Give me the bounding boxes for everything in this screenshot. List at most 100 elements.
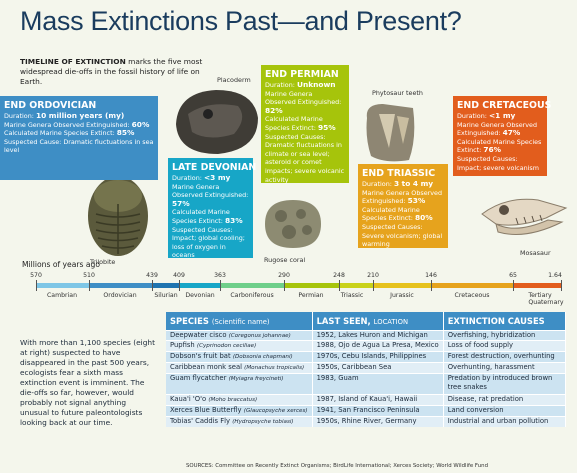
cause-value: Dramatic fluctuations in sea level [4,137,154,155]
duration-label: Duration: [265,81,297,89]
intro-text: TIMELINE OF EXTINCTION marks the five mo… [20,57,215,87]
genera-value: 60% [131,119,150,129]
trilobite-image [88,176,148,256]
tick-mark [561,280,562,291]
cause-cell: Loss of food supply [443,340,567,352]
tick-label: 409 [173,272,185,279]
species-cell: Kaua'i 'O'o (Moho braccatus) [166,394,313,406]
period-label: Permian [298,292,324,299]
extinction-box-end-triassic: END TRIASSIC Duration: 3 to 4 my Marine … [358,164,448,248]
cause-cell: Overhunting, harassment [443,362,567,374]
tick-label: 290 [278,272,290,279]
species-extinct-value: 85% [116,128,135,138]
period-label: Devonian [185,292,215,299]
tick-mark [36,280,37,291]
last-seen-cell: 1952, Lakes Huron and Michigan [312,329,444,341]
last-seen-cell: 1988, Ojo de Agua La Presa, Mexico [312,340,444,352]
genera-label: Marine Genera Observed Extinguished: [172,182,249,200]
table-row: Xerces Blue Butterfly (Glaucopsyche xerc… [166,404,567,417]
cause-label: Suspected Causes: [172,225,233,234]
cause-label: Suspected Causes: [457,154,518,163]
timeline-segment [179,283,220,288]
species-cell: Guam flycatcher (Myiagra freycineti) [166,373,313,395]
side-paragraph: With more than 1,100 species (eight at r… [20,338,155,427]
cause-value: Impact; global cooling; loss of oxygen i… [172,234,245,260]
tick-mark [339,280,340,291]
header-extinction-causes: EXTINCTION CAUSES [443,312,567,330]
timeline-bar [36,283,562,288]
period-label: Jurassic [390,292,414,299]
page-title: Mass Extinctions Past—and Present? [20,6,462,36]
timeline-segment [431,283,513,288]
header-species: SPECIES (Scientific name) [166,312,313,330]
species-table: SPECIES (Scientific name) LAST SEEN, LOC… [166,312,567,428]
table-header-row: SPECIES (Scientific name) LAST SEEN, LOC… [166,312,567,330]
extinction-box-late-devonian: LATE DEVONIAN Duration: <3 my Marine Gen… [168,158,257,260]
phytosaur-teeth-image [366,104,415,162]
last-seen-cell: 1950s, Rhine River, Germany [312,415,444,428]
table-row: Dobson's fruit bat (Dobsonia chapmani) 1… [166,351,567,363]
timeline-segment [36,283,89,288]
tick-label: 439 [146,272,158,279]
cause-cell: Forest destruction, overhunting [443,351,567,363]
cause-label: Suspected Causes: [265,132,326,141]
species-cell: Caribbean monk seal (Monachus tropicalis… [166,362,313,374]
genera-label: Marine Genera Observed Extinguished: [457,120,538,138]
tick-label: 363 [214,272,226,279]
tick-label: 210 [367,272,379,279]
timeline-segment [284,283,339,288]
period-label: Carboniferous [230,292,274,299]
tick-label: 65 [509,272,517,279]
extinction-name: LATE DEVONIAN [172,162,257,173]
species-extinct-value: 95% [317,122,336,132]
duration-value: 10 million years (my) [35,111,125,120]
species-extinct-value: 76% [483,145,502,155]
extinction-box-end-permian: END PERMIAN Duration: Unknown Marine Gen… [261,65,349,184]
last-seen-cell: 1987, Island of Kaua'i, Hawaii [312,394,444,406]
species-cell: Xerces Blue Butterfly (Glaucopsyche xerc… [166,404,313,417]
period-label: Tertiary [528,292,552,299]
sources-note: SOURCES: Committee on Recently Extinct O… [186,463,488,469]
period-label: Quaternary [528,299,564,306]
species-cell: Pupfish (Cyprinodon ceciliae) [166,340,313,352]
species-extinct-value: 80% [414,213,433,223]
genera-label: Marine Genera Observed Extinguished: [362,188,443,206]
period-label: Cambrian [46,292,78,299]
cause-cell: Land conversion [443,404,567,417]
timeline-unit-label: Millions of years ago [22,260,100,269]
rugose-coral-label: Rugose coral [264,256,306,264]
rugose-coral-image [265,200,321,248]
extinction-name: END ORDOVICIAN [4,100,97,111]
extinction-name: END PERMIAN [265,69,339,80]
tick-mark [513,280,514,291]
period-label: Cretaceous [454,292,490,299]
species-extinct-label: Calculated Marine Species Extinct: [362,205,420,223]
duration-label: Duration: [172,174,204,182]
duration-label: Duration: [362,180,394,188]
cause-cell: Disease, rat predation [443,394,567,406]
genera-value: 57% [172,198,190,208]
duration-value: <1 my [488,111,516,120]
tick-label: 510 [83,272,95,279]
placoderm-image [176,90,258,154]
last-seen-cell: 1983, Guam [312,373,444,395]
mosasaur-label: Mosasaur [520,249,551,257]
table-row: Caribbean monk seal (Monachus tropicalis… [166,362,567,374]
species-extinct-label: Calculated Marine Species Extinct: [172,208,230,225]
period-label: Silurian [154,292,178,299]
tick-label: 146 [425,272,437,279]
genera-label: Marine Genera Observed Extinguished: [4,120,132,129]
timeline-segment [220,283,284,288]
genera-label: Marine Genera Observed Extinguished: [265,89,342,107]
species-cell: Deepwater cisco (Coregonus johannae) [166,329,313,341]
tick-mark [179,280,180,291]
tick-mark [220,280,221,291]
duration-value: Unknown [296,80,336,89]
duration-value: <3 my [203,173,231,182]
timeline-segment [339,283,373,288]
last-seen-cell: 1970s, Cebu Islands, Philippines [312,351,444,363]
species-extinct-value: 83% [224,215,243,225]
table-row: Deepwater cisco (Coregonus johannae) 195… [166,329,567,341]
duration-value: 3 to 4 my [393,179,434,188]
species-cell: Tobias' Caddis Fly (Hydropsyche tobiasi) [166,415,313,428]
